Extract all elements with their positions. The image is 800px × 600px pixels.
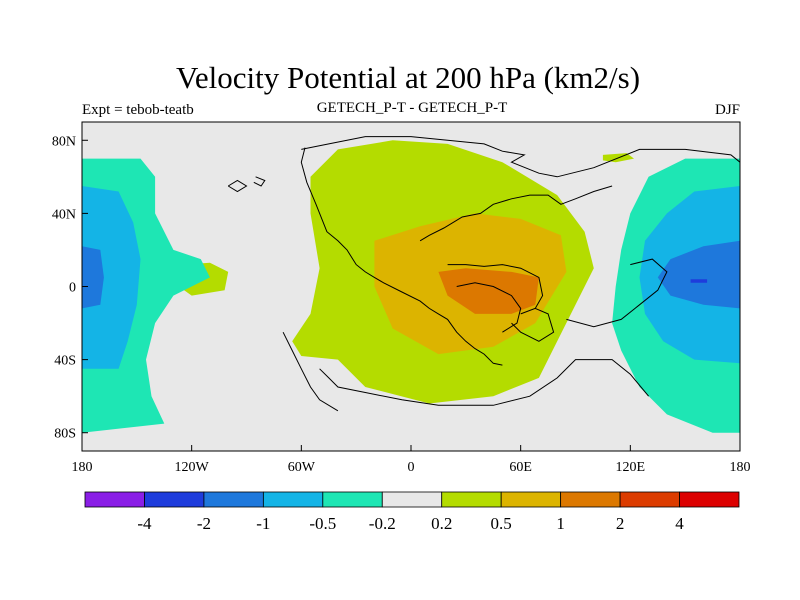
- contour-region-10: [82, 246, 104, 309]
- colorbar-label: -4: [137, 514, 152, 533]
- y-tick-label: 0: [69, 281, 76, 296]
- coastline-6: [511, 307, 555, 342]
- chart-title: Velocity Potential at 200 hPa (km2/s): [176, 60, 640, 95]
- x-tick-label: 120W: [175, 460, 210, 475]
- colorbar-box: [203, 491, 264, 508]
- colorbar-box: [560, 491, 621, 508]
- colorbar-box: [144, 491, 205, 508]
- colorbar-label: 1: [556, 514, 565, 533]
- map-plot-area: [81, 121, 741, 452]
- contour-region-11: [657, 240, 740, 309]
- y-tick-label: 40N: [52, 207, 76, 222]
- coastline-8: [227, 179, 248, 193]
- y-tick-label: 80S: [54, 427, 76, 442]
- right-subtitle: DJF: [715, 102, 740, 118]
- x-tick-label: 60E: [509, 460, 532, 475]
- coastline-7: [566, 258, 668, 328]
- coastline-2: [319, 359, 649, 406]
- colorbar-box: [679, 491, 740, 508]
- colorbar-box: [500, 491, 562, 508]
- y-axis: 80N 40N 0 40S 80S: [52, 134, 88, 442]
- colorbar-box: [619, 491, 680, 508]
- coastline-0: [301, 136, 740, 178]
- contour-fills: [82, 140, 740, 433]
- colorbar-label: -1: [256, 514, 270, 533]
- contour-region-4: [438, 268, 539, 314]
- x-tick-label: 180: [730, 460, 751, 475]
- x-tick-label: 0: [408, 460, 415, 475]
- left-subtitle: Expt = tebob-teatb: [82, 102, 194, 118]
- coastline-4: [447, 264, 544, 315]
- colorbar-label: 0.2: [431, 514, 452, 533]
- contour-region-12: [690, 279, 708, 283]
- coastline-3: [419, 185, 613, 242]
- colorbar-box: [381, 491, 443, 508]
- colorbar-box: [441, 491, 502, 508]
- x-tick-label: 60W: [288, 460, 316, 475]
- x-tick-label: 180: [72, 460, 93, 475]
- colorbar-box: [322, 491, 383, 508]
- colorbar-label: 4: [675, 514, 684, 533]
- coastline-9: [253, 176, 266, 187]
- contour-region-8: [82, 186, 141, 369]
- coastline-1: [300, 147, 503, 366]
- colorbar-box: [84, 491, 145, 508]
- x-tick-label: 120E: [616, 460, 646, 475]
- colorbar-label: 0.5: [491, 514, 512, 533]
- coastline-5: [456, 282, 522, 333]
- center-subtitle: GETECH_P-T - GETECH_P-T: [317, 100, 508, 116]
- y-tick-label: 80N: [52, 134, 76, 149]
- x-axis: 180 120W 60W 0 60E 120E 180: [72, 445, 751, 475]
- coastlines: [227, 136, 740, 412]
- colorbar-label: -0.5: [309, 514, 336, 533]
- colorbar-label: 2: [616, 514, 625, 533]
- colorbar-label: -0.2: [369, 514, 396, 533]
- coastline-10: [282, 331, 339, 412]
- colorbar: -4 -2 -1 -0.5 -0.2 0.2 0.5 1 2 4: [84, 491, 740, 533]
- colorbar-label: -2: [197, 514, 211, 533]
- y-tick-label: 40S: [54, 354, 76, 369]
- colorbar-box: [262, 491, 324, 508]
